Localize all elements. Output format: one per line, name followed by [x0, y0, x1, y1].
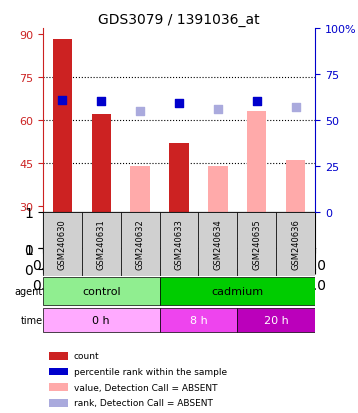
Bar — [92, 115, 111, 212]
Text: GSM240633: GSM240633 — [174, 219, 184, 270]
FancyBboxPatch shape — [160, 278, 315, 306]
Point — [176, 101, 182, 107]
Bar — [49, 384, 68, 391]
Text: value, Detection Call = ABSENT: value, Detection Call = ABSENT — [74, 383, 217, 392]
Text: GSM240634: GSM240634 — [213, 219, 222, 269]
FancyBboxPatch shape — [43, 309, 160, 332]
Text: time: time — [21, 316, 43, 325]
Point — [137, 108, 143, 115]
Title: GDS3079 / 1391036_at: GDS3079 / 1391036_at — [98, 12, 260, 26]
Text: 0 h: 0 h — [92, 316, 110, 325]
FancyBboxPatch shape — [43, 278, 160, 306]
Point — [98, 99, 104, 105]
FancyBboxPatch shape — [198, 212, 237, 276]
Point — [59, 97, 65, 104]
FancyBboxPatch shape — [121, 212, 160, 276]
Text: GSM240632: GSM240632 — [136, 219, 145, 269]
Bar — [130, 166, 150, 212]
Bar — [49, 352, 68, 360]
Bar — [208, 166, 228, 212]
Bar — [49, 368, 68, 375]
Text: GSM240636: GSM240636 — [291, 219, 300, 270]
Text: 20 h: 20 h — [264, 316, 289, 325]
Bar — [169, 143, 189, 212]
Text: GSM240635: GSM240635 — [252, 219, 261, 269]
FancyBboxPatch shape — [276, 212, 315, 276]
Point — [215, 106, 221, 113]
FancyBboxPatch shape — [237, 212, 276, 276]
Text: percentile rank within the sample: percentile rank within the sample — [74, 367, 227, 376]
Bar — [286, 161, 305, 212]
FancyBboxPatch shape — [43, 212, 82, 276]
Text: GSM240630: GSM240630 — [58, 219, 67, 269]
FancyBboxPatch shape — [82, 212, 121, 276]
Text: agent: agent — [15, 287, 43, 297]
Text: cadmium: cadmium — [211, 287, 263, 297]
FancyBboxPatch shape — [237, 309, 315, 332]
Bar — [247, 112, 266, 212]
FancyBboxPatch shape — [160, 309, 237, 332]
Text: rank, Detection Call = ABSENT: rank, Detection Call = ABSENT — [74, 399, 213, 407]
Text: count: count — [74, 351, 100, 361]
Bar — [53, 40, 72, 212]
Bar — [49, 399, 68, 407]
Text: 8 h: 8 h — [189, 316, 207, 325]
Text: GSM240631: GSM240631 — [97, 219, 106, 269]
Point — [293, 104, 299, 111]
Text: control: control — [82, 287, 121, 297]
FancyBboxPatch shape — [160, 212, 198, 276]
Point — [254, 99, 260, 105]
